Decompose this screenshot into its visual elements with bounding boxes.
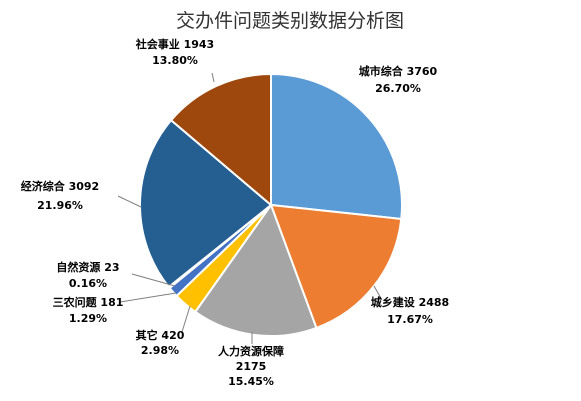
pie-slice-2 — [269, 203, 403, 330]
slice-label-5-line-2: 1.29% — [69, 312, 107, 325]
leader-lines — [117, 72, 383, 344]
slice-label-8-line-2: 13.80% — [152, 54, 198, 67]
slice-label-6-line-2: 0.16% — [69, 277, 107, 290]
slice-label-4-line-1: 其它 420 — [136, 328, 185, 342]
pie-slice-1 — [270, 72, 403, 221]
slice-label-7-line-2: 21.96% — [37, 199, 83, 212]
slice-label-2-line-1: 城乡建设 2488 — [371, 295, 449, 309]
slice-label-6-line-1: 自然资源 23 — [56, 260, 119, 274]
slice-label-8-line-1: 社会事业 1943 — [135, 37, 214, 51]
pie-slices — [139, 72, 403, 337]
leader-line-5 — [119, 292, 177, 303]
chart-title: 交办件问题类别数据分析图 — [176, 10, 404, 32]
slice-label-2-line-2: 17.67% — [387, 313, 433, 326]
leader-line-4 — [181, 305, 191, 333]
slice-label-3-line-2: 2175 — [236, 360, 267, 373]
pie-slice-3 — [193, 202, 318, 337]
leader-line-8 — [211, 72, 215, 83]
leader-line-6 — [131, 273, 176, 287]
slice-labels: 城市综合 3760 26.70% 城乡建设 2488 17.67% 人力资源保障 2175… — [21, 37, 449, 388]
slice-label-3-line-3: 15.45% — [228, 375, 274, 388]
slice-label-7-line-1: 经济综合 3092 — [21, 179, 99, 193]
slice-label-4-line-2: 2.98% — [141, 344, 179, 357]
pie-slice-7 — [139, 118, 273, 289]
pie-slice-8 — [169, 72, 272, 208]
slice-label-1-line-2: 26.70% — [375, 82, 421, 95]
leader-line-7 — [117, 195, 142, 208]
leader-line-2 — [373, 285, 383, 301]
slice-label-1-line-1: 城市综合 3760 — [359, 64, 438, 78]
slice-label-3-line-1: 人力资源保障 — [218, 344, 284, 358]
slice-label-5-line-1: 三农问题 181 — [53, 295, 124, 309]
